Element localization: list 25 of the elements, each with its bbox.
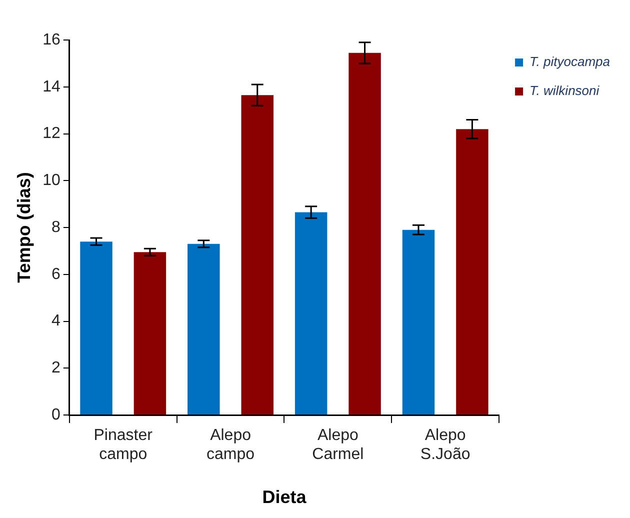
y-axis-title: Tempo (dias)	[14, 172, 34, 283]
legend-label: T. wilkinsoni	[530, 83, 600, 98]
y-tick-label: 6	[51, 266, 60, 283]
y-tick-label: 16	[42, 31, 60, 48]
bar	[188, 244, 220, 414]
y-tick-label: 10	[42, 172, 60, 190]
bar	[348, 52, 381, 414]
bar	[402, 230, 435, 414]
bar	[134, 252, 166, 414]
x-tick-label: Alepo Carmel	[312, 427, 364, 464]
legend-label: T. pityocampa	[530, 54, 610, 70]
bar	[80, 242, 112, 414]
y-tick-label: 0	[51, 406, 60, 424]
x-tick-label: Pinaster campo	[94, 427, 154, 464]
y-tick-label: 4	[51, 312, 60, 330]
y-tick-label: 12	[42, 125, 60, 142]
x-tick-label: Alepo campo	[206, 427, 255, 464]
y-tick-label: 8	[51, 218, 60, 236]
y-tick-label: 2	[51, 360, 60, 377]
x-axis-title: Dieta	[262, 487, 308, 508]
bar	[294, 212, 328, 414]
bar	[456, 129, 488, 414]
y-tick-label: 14	[42, 78, 60, 96]
x-tick-label: Alepo S.João	[420, 427, 470, 464]
bar	[241, 95, 274, 414]
